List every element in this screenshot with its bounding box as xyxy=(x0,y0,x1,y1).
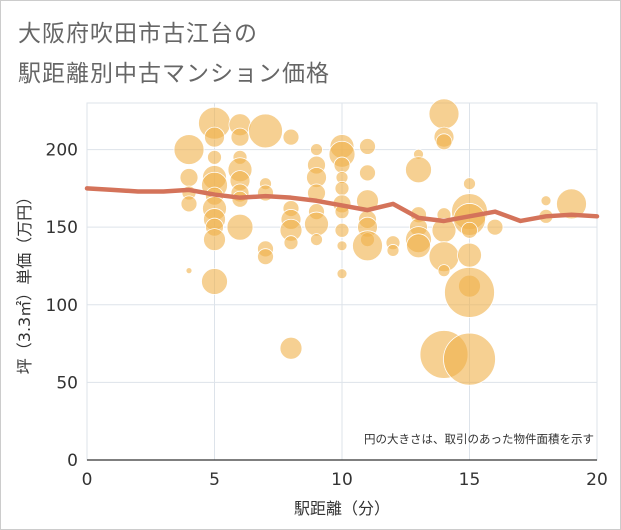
data-bubble xyxy=(437,264,451,278)
data-bubble xyxy=(443,332,496,386)
data-bubble xyxy=(282,128,300,146)
data-bubble xyxy=(540,195,552,207)
data-bubble xyxy=(334,222,350,238)
x-tick-label: 20 xyxy=(586,470,608,490)
x-tick-label: 5 xyxy=(209,470,220,490)
data-bubble xyxy=(257,248,274,266)
data-bubble xyxy=(359,164,376,182)
data-bubble xyxy=(185,267,193,275)
data-bubble xyxy=(248,113,283,149)
data-bubble xyxy=(359,138,376,155)
data-bubble xyxy=(204,126,225,148)
x-tick-label: 10 xyxy=(331,470,353,490)
y-axis-title: 坪（3.3㎡）単価（万円） xyxy=(15,189,34,374)
data-bubble xyxy=(179,168,199,187)
data-bubble xyxy=(405,156,432,184)
x-axis-title: 駅距離（分） xyxy=(294,499,390,518)
data-bubble xyxy=(283,235,299,251)
data-bubble xyxy=(463,177,476,191)
data-bubble xyxy=(352,230,383,262)
y-tick-label: 50 xyxy=(56,373,78,393)
data-bubble xyxy=(444,266,495,318)
data-bubble xyxy=(203,228,226,251)
data-bubble xyxy=(207,149,222,165)
trend-line-group xyxy=(84,186,600,224)
chart-title-line1: 大阪府吹田市古江台の xyxy=(18,21,258,47)
chart-title-line2: 駅距離別中古マンション価格 xyxy=(18,61,330,87)
data-bubble xyxy=(333,156,351,174)
data-bubble xyxy=(173,134,205,165)
data-bubble xyxy=(310,233,323,246)
data-bubble xyxy=(180,195,198,213)
data-bubble xyxy=(406,233,431,259)
data-bubble xyxy=(336,268,348,280)
data-bubble xyxy=(304,211,329,237)
data-bubble xyxy=(486,218,504,236)
data-bubble xyxy=(457,242,482,268)
data-bubble xyxy=(226,213,254,241)
data-bubble xyxy=(279,336,303,360)
data-bubble xyxy=(435,133,453,151)
y-tick-label: 200 xyxy=(46,141,78,161)
data-bubble xyxy=(461,221,478,239)
x-tick-label: 0 xyxy=(82,470,93,490)
y-tick-label: 0 xyxy=(67,451,78,471)
data-bubble xyxy=(336,240,348,252)
size-note: 円の大きさは、取引のあった物件面積を示す xyxy=(364,432,594,446)
data-bubble xyxy=(310,143,323,156)
bubble-series xyxy=(173,98,587,386)
data-bubble xyxy=(334,180,350,196)
data-bubble xyxy=(428,98,460,130)
data-bubble xyxy=(386,244,400,257)
data-bubble xyxy=(230,127,250,147)
data-bubble xyxy=(556,188,587,220)
trend-line xyxy=(84,186,600,224)
x-tick-label: 15 xyxy=(459,470,481,490)
y-tick-label: 150 xyxy=(46,218,78,238)
y-tick-label: 100 xyxy=(46,296,78,316)
data-bubble xyxy=(201,268,228,295)
